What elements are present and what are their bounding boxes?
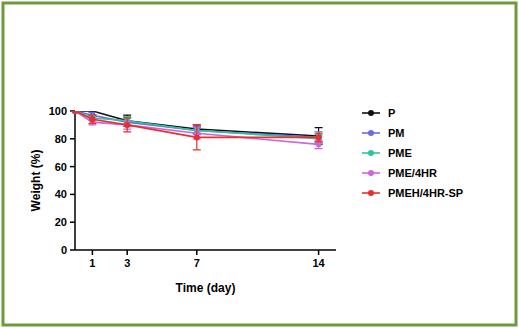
x-tick: [92, 250, 94, 255]
error-bar: [88, 115, 96, 123]
x-tick: [196, 250, 198, 255]
point: [72, 111, 78, 114]
x-tick-label: 1: [89, 257, 95, 269]
point: [316, 134, 322, 140]
error-bar: [193, 125, 201, 150]
legend-marker: [368, 190, 374, 196]
point: [316, 134, 322, 140]
legend-marker: [368, 110, 374, 116]
legend-label: PME: [388, 147, 412, 159]
point: [72, 111, 78, 114]
x-tick: [126, 250, 128, 255]
y-tick: [70, 221, 75, 223]
x-tick: [318, 250, 320, 255]
y-tick-label: 60: [55, 161, 67, 173]
x-tick-label: 3: [124, 257, 130, 269]
point: [72, 111, 78, 114]
point: [72, 111, 78, 114]
legend-label: PMEH/4HR-SP: [388, 187, 463, 199]
x-tick-label: 14: [312, 257, 325, 269]
y-tick: [70, 166, 75, 168]
x-axis-line: [75, 249, 336, 251]
y-tick-label: 0: [61, 244, 67, 256]
series-line: [75, 111, 319, 137]
point: [89, 116, 95, 122]
y-tick: [70, 194, 75, 196]
legend-label: P: [388, 107, 395, 119]
legend-marker: [368, 130, 374, 136]
y-tick-label: 100: [49, 105, 67, 117]
legend: P PM PME PME/4HR PMEH/4HR-SP: [362, 107, 463, 199]
y-tick-label: 40: [55, 188, 67, 200]
legend-label: PME/4HR: [388, 167, 437, 179]
point: [194, 134, 200, 140]
x-axis-title: Time (day): [176, 281, 236, 295]
error-bar: [315, 132, 323, 143]
point: [316, 141, 322, 147]
y-tick-label: 20: [55, 216, 67, 228]
point: [124, 122, 130, 128]
point: [124, 122, 130, 128]
error-bar: [123, 118, 131, 132]
chart: 0 20 40 60 80 100 1 3 7 14 Time (day) Weight (%) P PM…: [0, 0, 519, 328]
y-tick: [70, 138, 75, 140]
plot-data: [71, 111, 323, 150]
series: [71, 111, 323, 150]
y-axis-line: [74, 111, 76, 250]
error-bar: [315, 128, 323, 145]
y-tick-label: 80: [55, 133, 67, 145]
error-bar: [315, 133, 323, 141]
legend-marker: [368, 150, 374, 156]
legend-marker: [368, 170, 374, 176]
axes: 0 20 40 60 80 100 1 3 7 14: [49, 105, 336, 269]
x-tick-label: 7: [194, 257, 200, 269]
error-bar: [123, 121, 131, 129]
frame: [3, 3, 516, 325]
y-tick: [70, 249, 75, 251]
legend-label: PM: [388, 127, 405, 139]
y-axis-title: Weight (%): [29, 150, 43, 212]
point: [72, 111, 78, 114]
